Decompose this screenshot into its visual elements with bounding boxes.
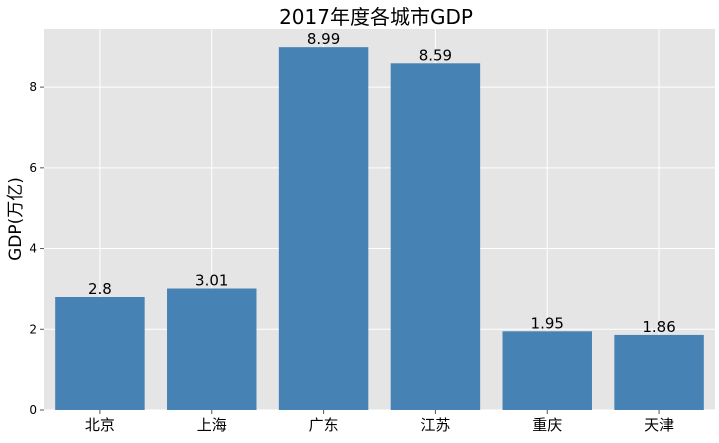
plot-area xyxy=(44,29,715,410)
x-tick-label: 天津 xyxy=(644,416,674,434)
y-tick-label: 4 xyxy=(29,242,37,256)
x-tick-label: 北京 xyxy=(85,416,115,434)
x-tick-label: 上海 xyxy=(197,416,227,434)
bar xyxy=(278,47,369,410)
bar-value-label: 8.99 xyxy=(307,30,340,48)
y-axis-label: GDP(万亿) xyxy=(6,177,26,261)
x-tick-label: 江苏 xyxy=(420,416,450,434)
bar-value-labels: 2.8 3.01 8.99 8.59 1.95 1.86 xyxy=(88,30,676,336)
bar-value-label: 2.8 xyxy=(88,280,112,298)
x-tick-label: 广东 xyxy=(309,416,339,434)
bar xyxy=(502,331,592,410)
bar xyxy=(167,288,257,410)
bar-value-label: 8.59 xyxy=(419,46,452,64)
bar-value-label: 1.95 xyxy=(531,314,564,332)
bar xyxy=(614,334,704,410)
y-tick-label: 6 xyxy=(29,161,37,175)
bar xyxy=(390,63,481,410)
bar-value-label: 1.86 xyxy=(642,318,675,336)
y-tick-label: 0 xyxy=(29,403,37,417)
y-axis-ticks: 0 2 4 6 8 xyxy=(29,80,44,417)
y-tick-label: 8 xyxy=(29,80,37,94)
x-axis-ticks: 北京 上海 广东 江苏 重庆 天津 xyxy=(85,410,674,434)
x-tick-label: 重庆 xyxy=(532,416,562,434)
y-tick-label: 2 xyxy=(29,322,37,336)
bars xyxy=(55,47,704,410)
bar-value-label: 3.01 xyxy=(195,272,228,290)
chart-title: 2017年度各城市GDP xyxy=(279,5,473,29)
bar xyxy=(55,296,145,410)
